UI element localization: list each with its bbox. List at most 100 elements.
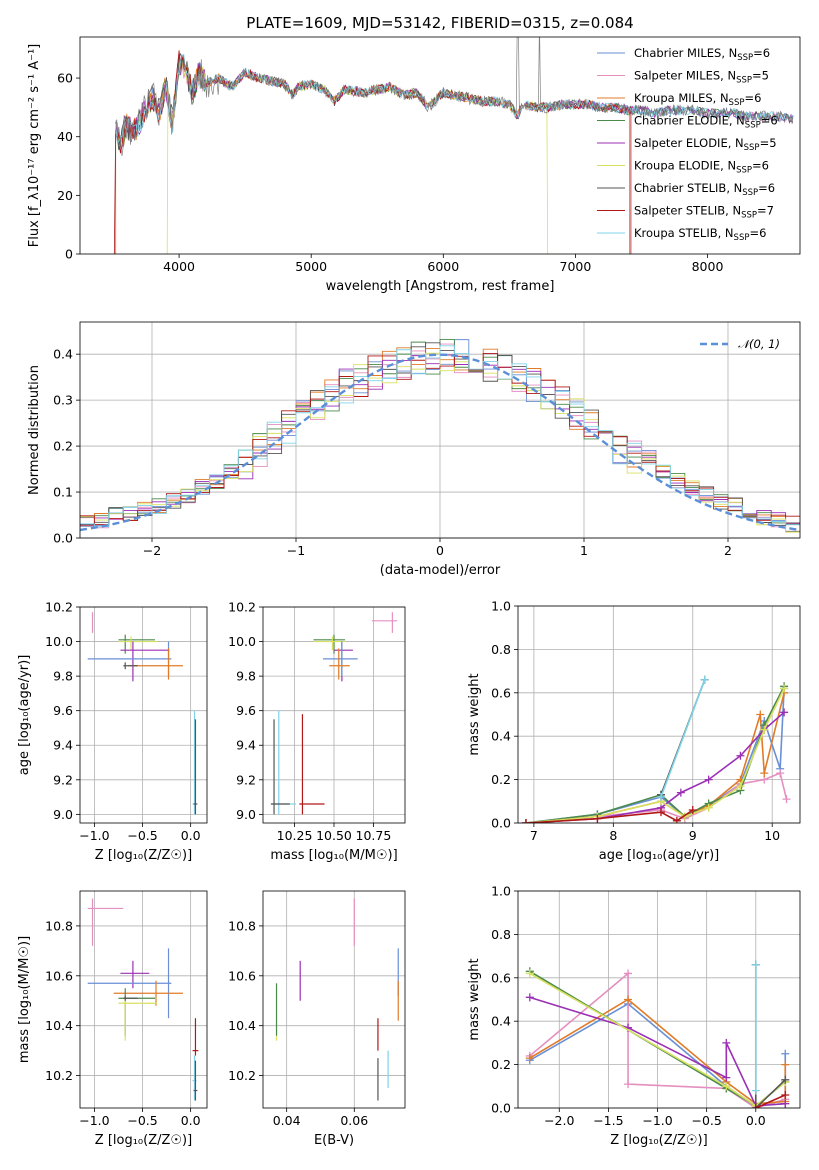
- panel-mass-vs-Z: −1.0 −0.5 0.0 10.2 10.4 10.6 10.8 Z [log₁₀(Z/Z☉…: [17, 890, 208, 1148]
- plot-area: [113, 37, 794, 254]
- x-tick-label: −2.0: [544, 1113, 574, 1128]
- x-tick-label: 4000: [163, 259, 195, 274]
- y-tick-label: 1.0: [491, 884, 511, 899]
- x-tick-label: 0.0: [746, 1113, 766, 1128]
- plot-area: [87, 612, 198, 815]
- x-tick-label: −1.0: [79, 828, 109, 843]
- series-marker: [525, 969, 534, 978]
- legend-count: =6: [752, 159, 769, 173]
- legend: Chabrier MILES, NSSP=6 Salpeter MILES, NS…: [597, 46, 778, 243]
- legend-label: Chabrier ELODIE, NSSP=6: [634, 114, 778, 131]
- series-line: [525, 688, 785, 823]
- y-tick-label: 60: [57, 71, 73, 86]
- y-axis-label: mass weight: [467, 958, 482, 1040]
- normal-curve: [80, 353, 800, 532]
- legend-label: Chabrier MILES, NSSP=6: [634, 46, 770, 63]
- legend-subscript: SSP: [729, 98, 745, 108]
- x-axis-label: wavelength [Angstrom, rest frame]: [326, 279, 555, 294]
- y-tick-label: 10.4: [228, 1018, 256, 1033]
- series-marker: [781, 1060, 790, 1069]
- series-marker: [624, 969, 633, 978]
- y-tick-label: 0.3: [53, 393, 73, 408]
- axes-frame: [262, 606, 406, 824]
- series-marker: [781, 1090, 790, 1099]
- legend-subscript: SSP: [736, 166, 752, 176]
- series-marker: [722, 1073, 731, 1082]
- figure-title: PLATE=1609, MJD=53142, FIBERID=0315, z=0…: [246, 14, 633, 32]
- legend-label: 𝒩(0, 1): [738, 337, 780, 351]
- y-tick-label: 9.0: [236, 807, 256, 822]
- x-tick-label: 0.04: [273, 1113, 301, 1128]
- y-tick-label: 10.2: [228, 1068, 256, 1083]
- y-tick-label: 10.2: [45, 1068, 73, 1083]
- series-marker: [751, 960, 760, 969]
- legend-count: =7: [757, 204, 774, 218]
- series-marker: [760, 769, 769, 778]
- panel-mass-vs-EBV: 0.04 0.06 10.2 10.4 10.6 10.8 E(B-V): [228, 890, 406, 1148]
- y-tick-label: 9.0: [53, 807, 73, 822]
- legend-count: =6: [761, 114, 778, 128]
- series-marker: [722, 1082, 731, 1091]
- series-marker: [521, 819, 530, 823]
- y-tick-label: 0.0: [491, 1101, 511, 1116]
- series-marker: [688, 805, 697, 814]
- axes-frame: [262, 890, 406, 1109]
- legend-subscript: SSP: [744, 143, 760, 153]
- x-tick-label: −0.5: [127, 828, 157, 843]
- series-marker: [736, 782, 745, 791]
- y-tick-label: 0.4: [53, 347, 73, 362]
- y-tick-label: 0: [65, 247, 73, 262]
- x-tick-label: 10: [764, 828, 780, 843]
- legend-label: Chabrier STELIB, NSSP=6: [634, 181, 775, 198]
- y-tick-label: 0.8: [491, 927, 511, 942]
- x-tick-label: −1: [287, 543, 305, 558]
- series-marker: [593, 814, 602, 823]
- x-tick-label: 2: [724, 543, 732, 558]
- axes-frame: [79, 890, 208, 1109]
- legend-count: =5: [760, 136, 777, 150]
- y-axis-label: age [log₁₀(age/yr)]: [17, 655, 32, 776]
- y-tick-label: 0.2: [491, 1057, 511, 1072]
- x-axis-label: Z [log₁₀(Z/Z☉)]: [95, 848, 192, 863]
- x-tick-label: 0.06: [340, 1113, 368, 1128]
- legend-count: =6: [758, 181, 775, 195]
- x-tick-label: 0.0: [181, 1113, 201, 1128]
- legend-label: Kroupa ELODIE, NSSP=6: [634, 159, 769, 176]
- y-tick-label: 10.2: [45, 600, 73, 615]
- x-axis-label: E(B-V): [314, 1133, 354, 1148]
- y-tick-label: 40: [57, 129, 73, 144]
- series-marker: [672, 816, 681, 823]
- y-tick-label: 9.8: [53, 669, 73, 684]
- x-tick-label: 7000: [560, 259, 592, 274]
- x-axis-label: age [log₁₀(age/yr)]: [599, 848, 720, 863]
- x-tick-label: 10.25: [277, 828, 313, 843]
- y-tick-label: 10.0: [228, 634, 256, 649]
- series-marker: [736, 751, 745, 760]
- y-tick-label: 20: [57, 188, 73, 203]
- series-marker: [781, 1099, 790, 1108]
- y-tick-label: 0.6: [491, 685, 511, 700]
- x-tick-label: −0.5: [691, 1113, 721, 1128]
- series-marker: [751, 1086, 760, 1095]
- y-tick-label: 0.2: [491, 772, 511, 787]
- axes-frame: [79, 321, 801, 539]
- y-tick-label: 9.2: [53, 772, 73, 787]
- panel-massweight-vs-Z: −2.0 −1.5 −1.0 −0.5 0.0 0.0 0.2 0.4 0.6 0.8 1.0 Z […: [467, 884, 801, 1148]
- x-tick-label: 8000: [692, 259, 724, 274]
- y-tick-label: 9.4: [236, 738, 256, 753]
- series-marker: [525, 993, 534, 1002]
- y-tick-label: 0.4: [491, 729, 511, 744]
- series-marker: [624, 1080, 633, 1089]
- y-tick-label: 9.6: [236, 703, 256, 718]
- x-tick-label: 10.75: [356, 828, 392, 843]
- series-marker: [760, 725, 769, 734]
- legend-label: Salpeter STELIB, NSSP=7: [634, 204, 774, 221]
- series-marker: [656, 792, 665, 801]
- y-tick-label: 0.2: [53, 439, 73, 454]
- series-marker: [700, 675, 709, 684]
- series-marker: [780, 708, 789, 717]
- legend-label: Salpeter MILES, NSSP=5: [634, 69, 769, 86]
- x-axis-label: (data-model)/error: [380, 563, 501, 578]
- series-marker: [704, 775, 713, 784]
